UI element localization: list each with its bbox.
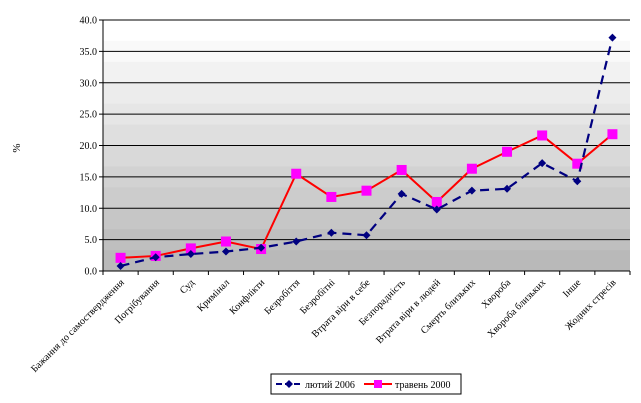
x-tick-label: Суд: [178, 277, 197, 296]
point-2006: [186, 250, 195, 259]
series-line-2006: [120, 37, 614, 268]
plot-band: [103, 20, 630, 42]
point-2000: [291, 168, 302, 179]
point-2000: [466, 163, 477, 174]
legend-label-2006: лютий 2006: [305, 380, 355, 391]
point-2006: [116, 261, 125, 270]
point-2006: [327, 228, 336, 237]
point-2006: [432, 205, 441, 214]
point-2006: [503, 184, 512, 193]
y-tick-label: 25.0: [80, 110, 98, 121]
legend-marker-2006: [285, 380, 293, 388]
legend: лютий 2006 травень 2000: [270, 373, 462, 395]
y-tick-label: 20.0: [80, 141, 98, 152]
y-tick-label: 10.0: [80, 204, 98, 215]
legend-marker-2000: [374, 380, 382, 388]
y-axis: 0.0 5.0 10.0 15.0 20.0 25.0 30.0 35.0 40.0: [80, 16, 104, 278]
point-2006: [257, 243, 266, 252]
x-tick-label: Хвороба: [480, 277, 514, 311]
point-2000: [361, 185, 372, 196]
plot-band: [103, 208, 630, 230]
point-2000: [431, 196, 442, 207]
point-2000: [326, 191, 337, 202]
point-2000: [396, 164, 407, 175]
x-tick-label: Втрата віри в людей: [374, 277, 443, 346]
point-2006: [573, 177, 582, 186]
point-2006: [467, 186, 476, 195]
x-tick-label: Бажання до самоствердження: [29, 277, 127, 375]
point-2000: [537, 130, 548, 141]
x-tick-label: Кримінал: [195, 277, 232, 314]
x-tick-label: Безробіття: [263, 277, 303, 317]
series-layer: [115, 33, 618, 270]
point-2006: [292, 237, 301, 246]
y-tick-label: 15.0: [80, 172, 98, 183]
y-axis-label: %: [11, 143, 23, 152]
y-tick-label: 5.0: [85, 235, 98, 246]
y-tick-label: 40.0: [80, 16, 98, 27]
point-2000: [220, 236, 231, 247]
point-2006: [151, 253, 160, 262]
point-2006: [397, 189, 406, 198]
plot-band: [103, 250, 630, 272]
y-tick-label: 0.0: [85, 267, 98, 278]
plot-band: [103, 61, 630, 84]
y-tick-label: 30.0: [80, 78, 98, 89]
point-2006: [608, 33, 617, 42]
point-2000: [115, 252, 126, 263]
x-tick-label: Конфлікти: [228, 277, 268, 317]
point-2000: [502, 146, 513, 157]
plot-band: [103, 82, 630, 105]
legend-label-2000: травень 2000: [395, 380, 450, 391]
point-2000: [607, 129, 618, 140]
plot-band: [103, 187, 630, 209]
y-tick-label: 35.0: [80, 47, 98, 58]
plot-band: [103, 124, 630, 146]
point-2006: [221, 247, 230, 256]
plot-band: [103, 145, 630, 167]
point-2006: [362, 231, 371, 240]
plot-background: [103, 20, 630, 272]
point-2006: [538, 159, 547, 168]
x-tick-label: Інше: [561, 277, 584, 300]
